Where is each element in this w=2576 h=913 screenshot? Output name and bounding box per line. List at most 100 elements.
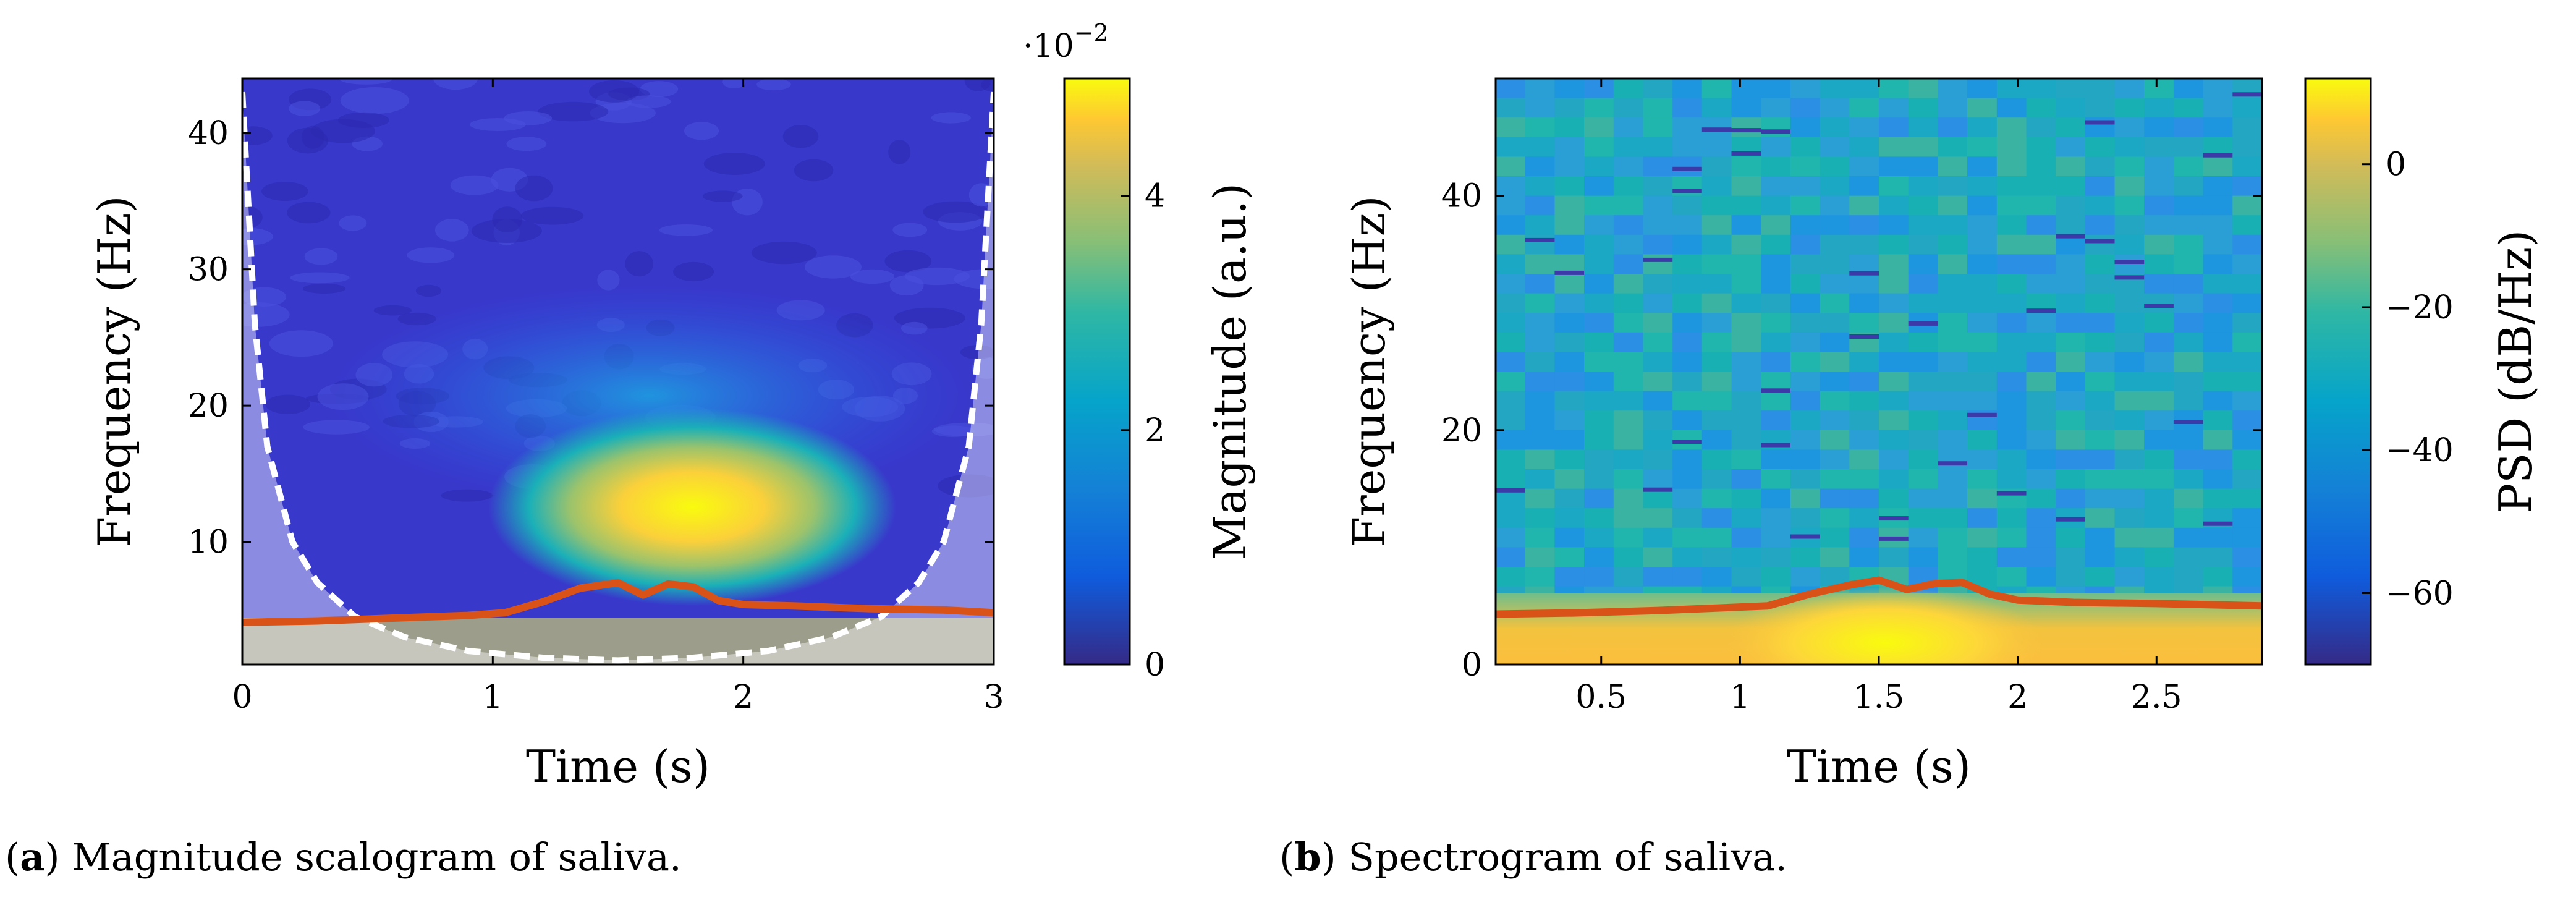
- spectrogram-cell: [2114, 508, 2145, 529]
- spectrogram-cell: [1820, 195, 1850, 216]
- spectrogram-cell: [1584, 527, 1614, 548]
- spectrogram-cell: [2173, 391, 2204, 411]
- spectrogram-cell: [1643, 215, 1673, 236]
- spectrogram-cell: [2114, 449, 2145, 470]
- scalogram-texture-cell: [515, 175, 553, 202]
- spectrogram-cell: [1701, 79, 1732, 99]
- scalogram-texture-cell: [960, 345, 994, 360]
- spectrogram-cell: [1525, 469, 1555, 490]
- spectrogram-cell: [1967, 234, 1998, 255]
- spectrogram-cell: [1496, 469, 1526, 490]
- spectrogram-cell: [1996, 313, 2027, 333]
- spectrogram-cell: [1731, 372, 1761, 392]
- spectrogram-cell: [1967, 508, 1998, 529]
- spectrogram-cell: [2232, 274, 2262, 294]
- spectrogram-cell: [2056, 567, 2086, 587]
- spectrogram-cell: [2056, 391, 2086, 411]
- spectrogram-cell: [1701, 176, 1732, 197]
- spectrogram-cell: [1731, 274, 1761, 294]
- spectrogram-cell: [1967, 117, 1998, 138]
- spectrogram-cell: [1731, 410, 1761, 431]
- scalogram-frame: [241, 77, 995, 666]
- spectrogram-cell: [1731, 254, 1761, 274]
- spectrogram-cell: [1879, 410, 1909, 431]
- spectrogram-cell: [1790, 176, 1821, 197]
- spectrogram-cell: [1554, 469, 1585, 490]
- spectrogram-cell: [1820, 527, 1850, 548]
- spectrogram-cell: [1879, 547, 1909, 567]
- spectrogram-dark-streak: [1996, 491, 2027, 496]
- spectrogram-cell: [1761, 547, 1791, 567]
- spectrogram-dark-streak: [1761, 388, 1791, 393]
- scalogram-x-tick-label: 2: [733, 679, 753, 716]
- spectrogram-cell: [1672, 98, 1703, 118]
- spectrogram-cell: [2056, 313, 2086, 333]
- spectrogram-cell: [1613, 176, 1644, 197]
- scalogram-y-tick-label: 10: [188, 524, 229, 561]
- spectrogram-cell: [1879, 332, 1909, 352]
- spectrogram-cell: [1701, 372, 1732, 392]
- spectrogram-cell: [2232, 547, 2262, 567]
- spectrogram-cell: [2114, 195, 2145, 216]
- spectrogram-cell: [1908, 215, 1938, 236]
- spectrogram-cell: [1849, 215, 1879, 236]
- spectrogram-cell: [1879, 372, 1909, 392]
- scalogram-texture-cell: [521, 206, 584, 225]
- spectrogram-cell: [1496, 449, 1526, 470]
- spectrogram-cell: [1849, 274, 1879, 294]
- scalogram-low-band: [242, 618, 994, 665]
- spectrogram-dark-streak: [1908, 321, 1938, 326]
- spectrogram-cell: [1849, 430, 1879, 450]
- spectrogram-cell: [1731, 547, 1761, 567]
- spectrogram-cell: [2026, 372, 2056, 392]
- spectrogram-cell: [1761, 508, 1791, 529]
- spectrogram-cell: [2203, 332, 2233, 352]
- spectrogram-cell: [2056, 547, 2086, 567]
- spectrogram-cell: [2144, 234, 2174, 255]
- spectrogram-cell: [1525, 508, 1555, 529]
- spectrogram-cell: [1672, 372, 1703, 392]
- spectrogram-cell: [1525, 488, 1555, 509]
- spectrogram-cell: [2026, 79, 2056, 99]
- spectrogram-cell: [2085, 176, 2116, 197]
- spectrogram-cell: [2056, 176, 2086, 197]
- spectrogram-cell: [1584, 313, 1614, 333]
- scalogram-texture-cell: [311, 119, 375, 143]
- spectrogram-cell: [1908, 117, 1938, 138]
- scalogram-texture-cell: [269, 330, 333, 357]
- spectrogram-cell: [1525, 79, 1555, 99]
- spectrogram-cell: [1643, 469, 1673, 490]
- spectrogram-cell: [2144, 98, 2174, 118]
- spectrogram-cell: [1849, 391, 1879, 411]
- spectrogram-cell: [2173, 469, 2204, 490]
- spectrogram-cell: [1849, 372, 1879, 392]
- spectrogram-cell: [1820, 449, 1850, 470]
- spectrogram-cell: [1613, 547, 1644, 567]
- spectrogram-cell: [1554, 527, 1585, 548]
- spectrogram-cell: [1761, 137, 1791, 157]
- spectrogram-cell: [1613, 313, 1644, 333]
- spectrogram-cell: [2173, 293, 2204, 313]
- spectrogram-cell: [2232, 117, 2262, 138]
- spectrogram-cell: [1613, 430, 1644, 450]
- spectrogram-cell: [1701, 527, 1732, 548]
- spectrogram-cell: [1554, 352, 1585, 372]
- spectrogram-cell: [1820, 176, 1850, 197]
- spectrogram-cell: [1879, 215, 1909, 236]
- spectrogram-cell: [2203, 488, 2233, 509]
- spectrogram-cell: [1761, 156, 1791, 177]
- spectrogram-cell: [1554, 567, 1585, 587]
- spectrogram-cell: [1496, 137, 1526, 157]
- scalogram-ticks: 0 1 2 3 10 20 30 40: [188, 79, 1004, 716]
- spectrogram-cell: [2026, 567, 2056, 587]
- spectrogram-cell: [2114, 293, 2145, 313]
- spectrogram-cell: [1554, 79, 1585, 99]
- spectrogram-cell: [1761, 79, 1791, 99]
- spectrogram-cell: [1554, 449, 1585, 470]
- spectrogram-cell: [2026, 156, 2056, 177]
- spectrogram-cell: [1525, 234, 1555, 255]
- spectrogram-cell: [2203, 547, 2233, 567]
- spectrogram-cell: [2232, 449, 2262, 470]
- spectrogram-hotspot: [1724, 587, 2046, 665]
- spectrogram-cell: [1496, 547, 1526, 567]
